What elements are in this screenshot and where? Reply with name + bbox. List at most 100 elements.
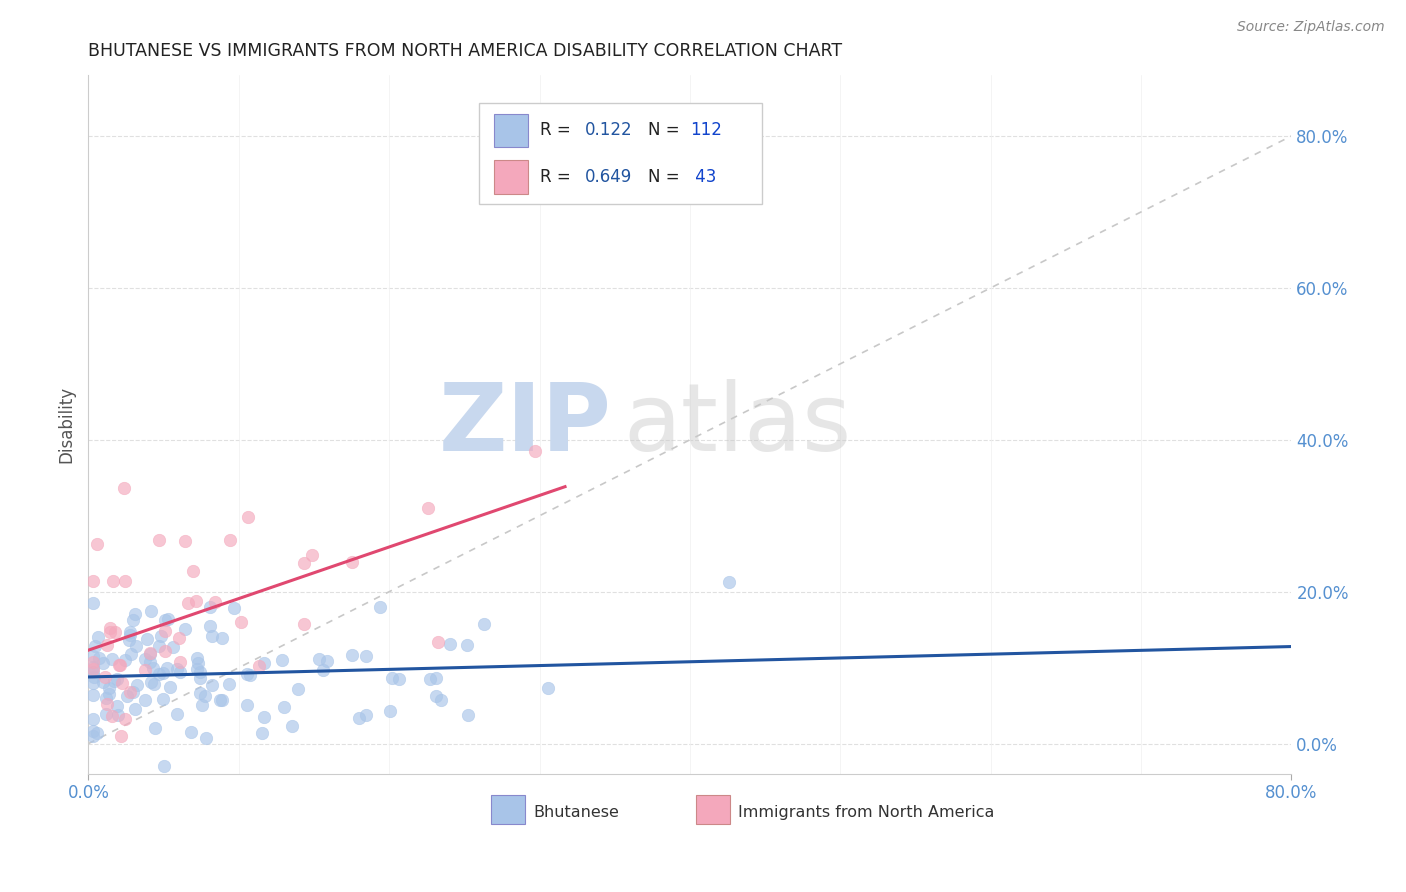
Point: [96, 638, 118, 652]
Point: [91, 675, 114, 690]
Point: [200, 599, 222, 614]
Point: [198, 619, 221, 633]
Point: [152, 691, 174, 706]
Point: [82, 723, 104, 738]
Point: [98, 687, 121, 701]
Point: [96, 697, 118, 711]
Point: [135, 632, 157, 646]
Point: [117, 689, 139, 703]
Point: [98, 621, 121, 635]
FancyBboxPatch shape: [492, 795, 524, 824]
Point: [194, 689, 217, 703]
Point: [236, 698, 259, 712]
Text: 0.122: 0.122: [585, 121, 633, 139]
Point: [167, 631, 190, 645]
Point: [419, 672, 441, 686]
Point: [273, 699, 295, 714]
Point: [316, 654, 339, 668]
Point: [91, 656, 114, 670]
Point: [157, 612, 180, 626]
Point: [82, 655, 104, 669]
Point: [148, 533, 170, 548]
FancyBboxPatch shape: [479, 103, 762, 204]
Point: [122, 613, 145, 627]
Point: [82, 659, 104, 673]
Point: [94, 691, 117, 706]
Point: [211, 631, 233, 645]
Point: [139, 647, 162, 661]
Point: [204, 595, 226, 609]
Point: [195, 731, 218, 745]
FancyBboxPatch shape: [494, 113, 527, 147]
Point: [108, 658, 131, 673]
Text: R =: R =: [540, 169, 571, 186]
Point: [456, 638, 478, 652]
Point: [101, 651, 124, 665]
Point: [347, 711, 370, 725]
Point: [311, 663, 333, 677]
Text: 0.649: 0.649: [585, 169, 633, 186]
Point: [134, 693, 156, 707]
Point: [173, 534, 195, 549]
Point: [82, 730, 104, 744]
Point: [425, 689, 447, 703]
Text: BHUTANESE VS IMMIGRANTS FROM NORTH AMERICA DISABILITY CORRELATION CHART: BHUTANESE VS IMMIGRANTS FROM NORTH AMERI…: [89, 42, 842, 60]
Point: [86, 537, 108, 551]
Y-axis label: Disability: Disability: [58, 386, 75, 463]
Point: [155, 624, 177, 638]
Point: [117, 632, 139, 647]
Point: [142, 677, 165, 691]
Point: [211, 692, 233, 706]
Point: [82, 688, 104, 702]
Point: [97, 681, 120, 696]
Text: 112: 112: [690, 121, 721, 139]
FancyBboxPatch shape: [494, 161, 527, 194]
Point: [523, 443, 546, 458]
Point: [253, 710, 276, 724]
Point: [162, 640, 184, 654]
Point: [271, 652, 294, 666]
Point: [231, 615, 253, 629]
Point: [209, 693, 232, 707]
Point: [439, 637, 461, 651]
Point: [368, 599, 391, 614]
Point: [236, 667, 259, 681]
Point: [188, 671, 211, 685]
Text: ZIP: ZIP: [439, 378, 612, 471]
Point: [292, 616, 315, 631]
Point: [159, 680, 181, 694]
Point: [86, 725, 108, 739]
Point: [125, 639, 148, 653]
Point: [287, 681, 309, 696]
Point: [186, 651, 208, 665]
Point: [153, 613, 176, 627]
Point: [101, 709, 124, 723]
Text: Source: ZipAtlas.com: Source: ZipAtlas.com: [1237, 20, 1385, 34]
Point: [166, 662, 188, 676]
Point: [124, 701, 146, 715]
Point: [342, 555, 364, 569]
Text: atlas: atlas: [624, 378, 852, 471]
Point: [143, 721, 166, 735]
Point: [718, 574, 741, 589]
Text: R =: R =: [540, 121, 571, 139]
Point: [120, 647, 142, 661]
Point: [190, 665, 212, 680]
Point: [186, 662, 208, 676]
Point: [253, 657, 276, 671]
Point: [153, 644, 176, 658]
Point: [354, 649, 377, 664]
Point: [190, 686, 212, 700]
Point: [82, 596, 104, 610]
Point: [94, 670, 117, 684]
Text: N =: N =: [648, 169, 679, 186]
Point: [149, 629, 172, 643]
Point: [101, 574, 124, 588]
Point: [169, 656, 191, 670]
Point: [110, 729, 132, 743]
Point: [122, 685, 145, 699]
Point: [342, 648, 364, 662]
Point: [82, 574, 104, 589]
Point: [152, 666, 174, 681]
Point: [156, 661, 179, 675]
